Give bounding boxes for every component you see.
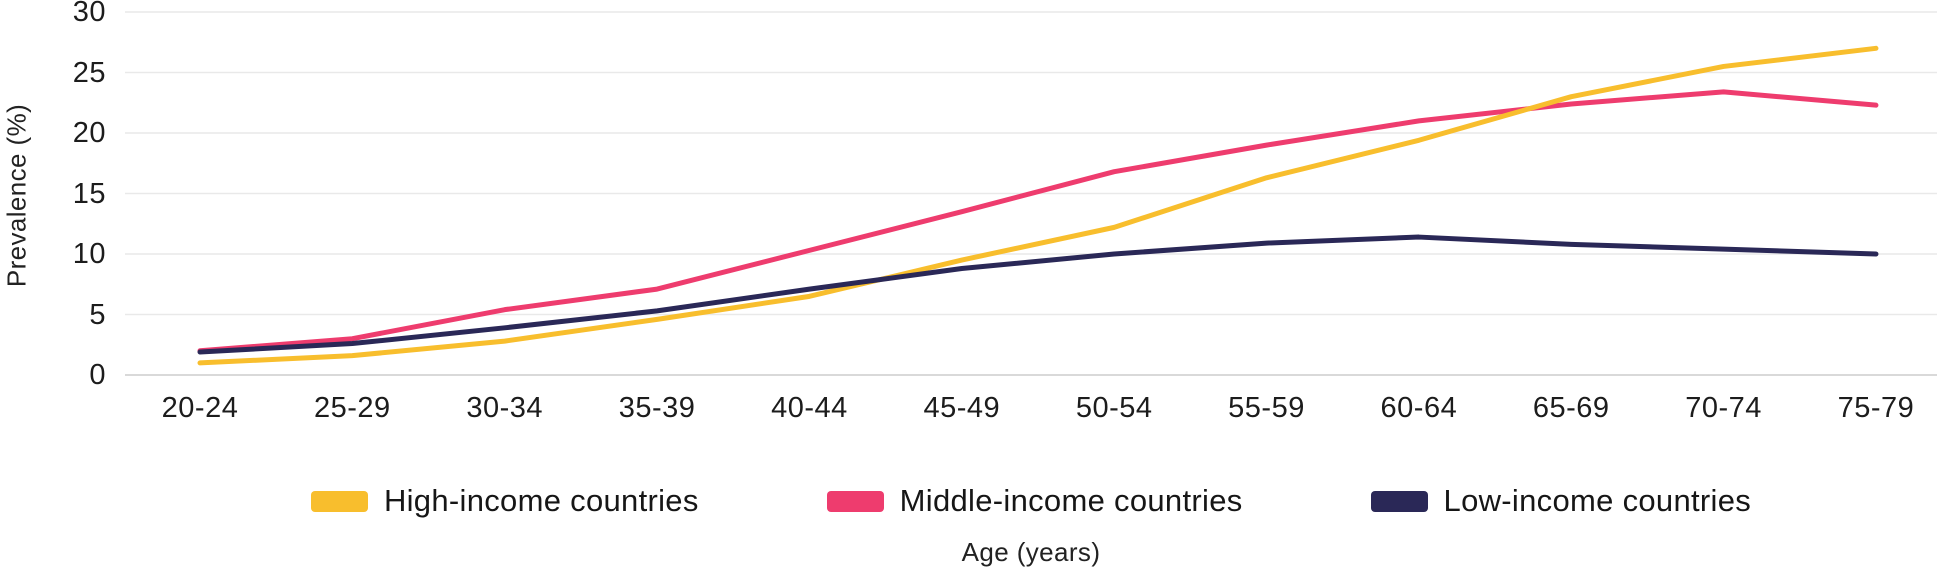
legend-item-low-income: Low-income countries (1370, 483, 1752, 519)
legend-label: Middle-income countries (899, 483, 1243, 518)
x-tick-label: 45-49 (923, 392, 1001, 424)
series-line-low-income-countries (197, 234, 1879, 355)
x-tick-label: 30-34 (466, 392, 544, 424)
x-tick-label: 50-54 (1075, 392, 1153, 424)
x-tick-label: 55-59 (1228, 392, 1305, 424)
x-tick-label: 25-29 (314, 392, 391, 424)
legend-label: Low-income countries (1443, 483, 1752, 518)
y-tick-label: 5 (89, 298, 106, 331)
y-tick-label: 15 (72, 177, 106, 210)
x-tick-label: 75-79 (1837, 392, 1915, 424)
x-tick-label: 60-64 (1380, 392, 1458, 424)
x-tick-label: 40-44 (771, 392, 848, 424)
y-tick-label: 10 (72, 238, 106, 270)
x-axis-title: Age (years) (961, 537, 1101, 567)
series-line-high-income-countries (197, 45, 1879, 366)
x-tick-label: 70-74 (1685, 392, 1762, 424)
y-tick-label: 30 (72, 0, 106, 28)
legend-label: High-income countries (383, 483, 699, 518)
high-income-swatch (310, 490, 368, 512)
low-income-swatch (1370, 490, 1428, 512)
y-tick-label: 20 (72, 117, 106, 149)
middle-income-swatch (826, 490, 884, 512)
legend-item-high-income: High-income countries (310, 483, 699, 519)
x-tick-label: 20-24 (161, 392, 239, 424)
legend-item-middle-income: Middle-income countries (826, 483, 1243, 519)
x-tick-label: 35-39 (618, 392, 696, 424)
series-line-middle-income-countries (197, 89, 1879, 354)
x-tick-label: 65-69 (1532, 392, 1610, 424)
y-tick-label: 0 (89, 359, 106, 391)
chart-legend: High-income countries Middle-income coun… (125, 483, 1937, 519)
y-tick-label: 25 (72, 56, 106, 89)
